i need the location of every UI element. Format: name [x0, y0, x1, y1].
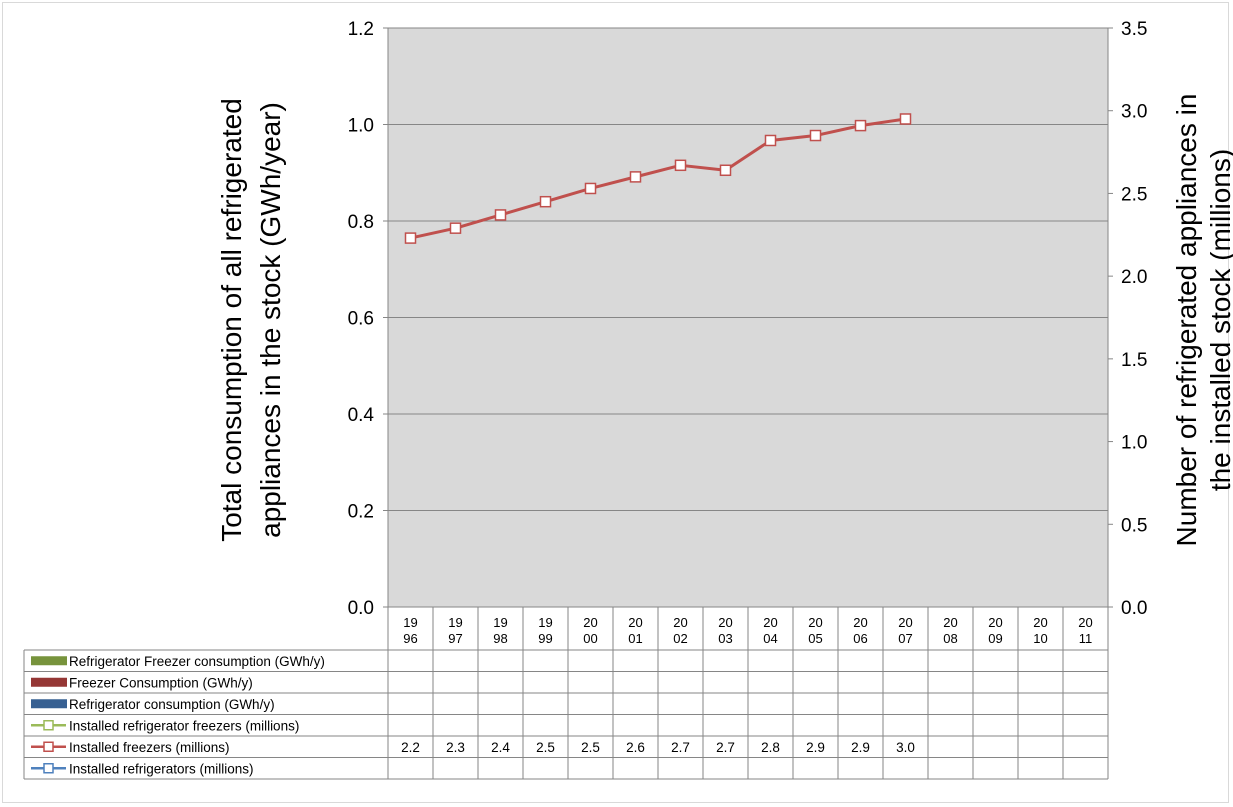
data-point: [764, 134, 777, 147]
x-tick-label: 20: [628, 615, 642, 630]
y-right-tick-label: 0.0: [1121, 598, 1147, 619]
x-tick-label: 20: [718, 615, 732, 630]
y-left-axis-title: Total consumption of all refrigerated: [216, 98, 247, 542]
legend-marker: [43, 720, 54, 731]
x-tick-label: 01: [628, 631, 642, 646]
x-tick-label: 97: [448, 631, 462, 646]
x-tick-label: 11: [1079, 631, 1093, 646]
table-value: 2.4: [491, 740, 510, 755]
legend-swatch: [31, 699, 67, 709]
data-point: [494, 209, 507, 221]
legend-label: Installed refrigerators (millions): [69, 761, 254, 776]
x-tick-label: 98: [493, 631, 507, 646]
data-point: [629, 171, 642, 183]
y-right-tick-label: 2.5: [1121, 184, 1147, 205]
x-tick-label: 04: [763, 631, 777, 646]
y-right-tick-label: 1.5: [1121, 350, 1147, 371]
legend-label: Refrigerator consumption (GWh/y): [69, 697, 275, 712]
x-tick-label: 00: [583, 631, 597, 646]
x-tick-label: 20: [583, 615, 597, 630]
y-left-tick-label: 0.4: [348, 405, 375, 426]
x-tick-label: 03: [718, 631, 732, 646]
x-tick-label: 19: [403, 615, 417, 630]
data-point: [854, 119, 867, 132]
y-right-tick-label: 3.5: [1121, 19, 1147, 40]
y-right-axis-title: the installed stock (millions): [1205, 149, 1233, 491]
y-left-tick-label: 0.6: [348, 309, 374, 330]
data-point: [809, 129, 822, 142]
x-tick-label: 09: [988, 631, 1002, 646]
y-right-tick-label: 0.5: [1121, 515, 1147, 536]
legend-label: Refrigerator Freezer consumption (GWh/y): [69, 654, 325, 669]
y-right-tick-label: 2.0: [1121, 267, 1147, 288]
data-point: [539, 195, 552, 208]
y-left-tick-label: 0.2: [348, 502, 374, 523]
x-tick-label: 96: [403, 631, 417, 646]
y-left-tick-label: 1.2: [348, 19, 374, 40]
table-value: 2.5: [581, 740, 600, 755]
x-tick-label: 20: [1033, 615, 1047, 630]
y-left-tick-label: 1.0: [348, 116, 374, 137]
x-tick-label: 10: [1033, 631, 1047, 646]
data-point: [404, 232, 417, 244]
x-tick-label: 02: [673, 631, 687, 646]
table-value: 2.3: [446, 740, 465, 755]
table-value: 2.6: [626, 740, 645, 755]
legend-marker: [43, 741, 54, 752]
data-point: [584, 182, 597, 195]
x-tick-label: 20: [673, 615, 687, 630]
table-value: 3.0: [896, 740, 915, 755]
data-point: [899, 113, 912, 125]
legend-marker: [43, 763, 54, 774]
table-value: 2.2: [401, 740, 420, 755]
x-tick-label: 20: [853, 615, 867, 630]
x-tick-label: 08: [943, 631, 957, 646]
legend-swatch: [31, 677, 67, 687]
x-tick-label: 07: [898, 631, 912, 646]
x-tick-label: 20: [808, 615, 822, 630]
data-point: [674, 159, 687, 172]
x-tick-label: 19: [538, 615, 552, 630]
data-point: [449, 222, 462, 234]
table-value: 2.9: [806, 740, 825, 755]
series-line: [410, 117, 906, 240]
y-right-tick-label: 3.0: [1121, 102, 1147, 123]
table-value: 2.9: [851, 740, 870, 755]
y-left-tick-label: 0.8: [348, 212, 374, 233]
legend-label: Installed refrigerator freezers (million…: [69, 718, 299, 733]
x-tick-label: 20: [1078, 615, 1092, 630]
x-tick-label: 20: [988, 615, 1002, 630]
x-tick-label: 20: [898, 615, 912, 630]
table-value: 2.5: [536, 740, 555, 755]
x-tick-label: 05: [808, 631, 822, 646]
x-tick-label: 20: [763, 615, 777, 630]
legend-swatch: [31, 656, 67, 666]
x-tick-label: 19: [448, 615, 462, 630]
legend-label: Installed freezers (millions): [69, 740, 230, 755]
y-left-tick-label: 0.0: [348, 598, 374, 619]
x-tick-label: 19: [493, 615, 507, 630]
x-tick-label: 06: [853, 631, 867, 646]
x-tick-label: 99: [538, 631, 552, 646]
table-value: 2.7: [671, 740, 690, 755]
data-point: [719, 164, 732, 177]
table-value: 2.7: [716, 740, 735, 755]
y-right-axis-title: Number of refrigerated appliances in: [1171, 94, 1202, 547]
y-left-axis-title: appliances in the stock (GWh/year): [255, 102, 286, 538]
x-tick-label: 20: [943, 615, 957, 630]
table-value: 2.8: [761, 740, 780, 755]
y-right-tick-label: 1.0: [1121, 433, 1147, 454]
legend-label: Freezer Consumption (GWh/y): [69, 675, 253, 690]
